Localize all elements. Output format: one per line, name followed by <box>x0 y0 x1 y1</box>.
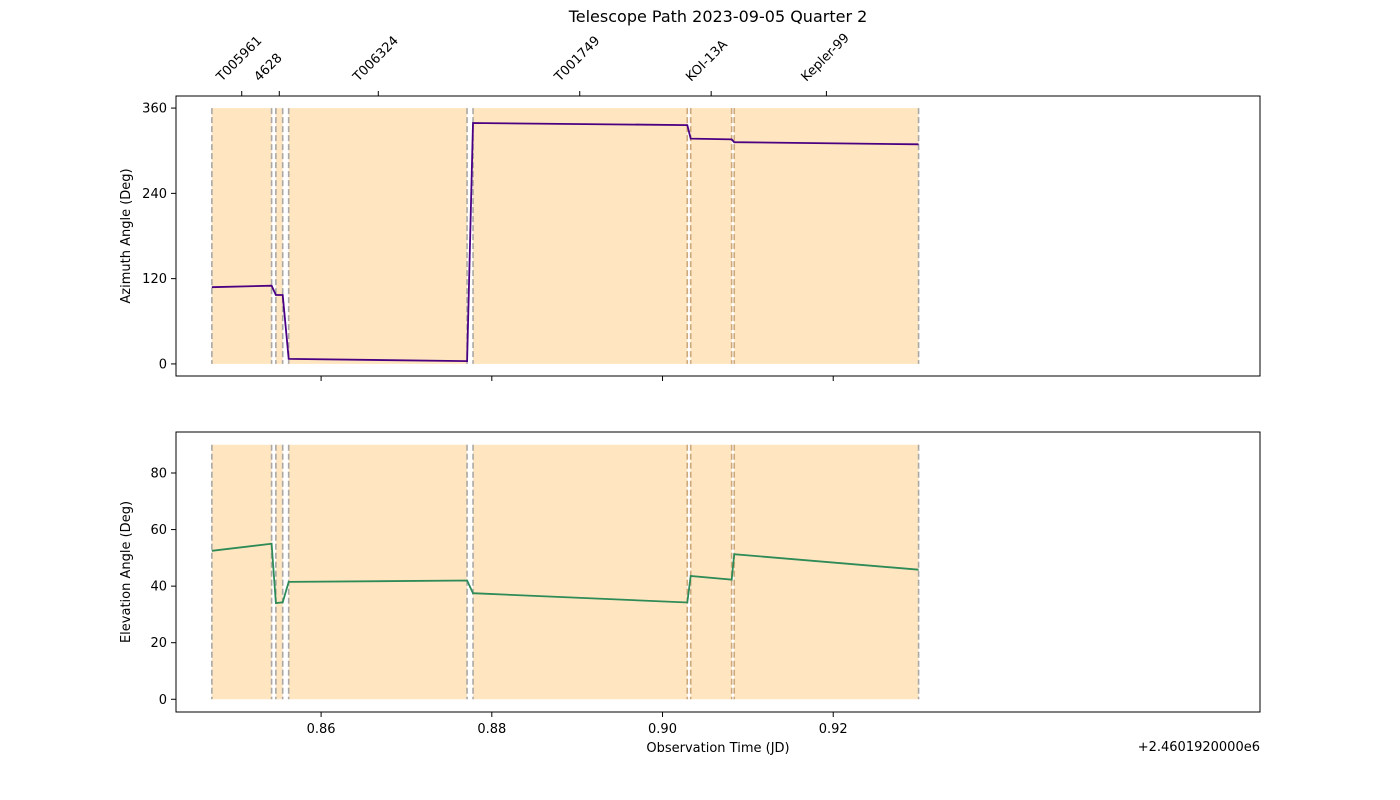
azimuth-plot-frame <box>175 95 1261 377</box>
elevation-y-axis-label: Elevation Angle (Deg) <box>119 501 134 643</box>
y-tick-label: 240 <box>142 187 167 202</box>
observation-window <box>288 444 468 700</box>
x-tick-label: 0.88 <box>477 722 506 737</box>
y-tick-label: 0 <box>159 693 167 708</box>
observation-window <box>288 108 468 364</box>
observation-window <box>734 444 919 700</box>
y-tick-label: 360 <box>142 102 167 117</box>
observation-window <box>275 108 283 364</box>
azimuth-axes: 0 120 240 360 <box>142 102 834 381</box>
observation-window <box>211 444 272 700</box>
azimuth-series <box>211 122 919 363</box>
x-tick-label: 0.90 <box>648 722 677 737</box>
target-label: T001749 <box>551 34 603 86</box>
chart-title: Telescope Path 2023-09-05 Quarter 2 <box>568 7 868 26</box>
observation-window <box>275 444 283 700</box>
y-tick-label: 0 <box>159 357 167 372</box>
observation-window <box>473 444 688 700</box>
azimuth-line <box>211 122 919 363</box>
y-tick-label: 60 <box>150 523 167 538</box>
x-axis-offset-label: +2.4601920000e6 <box>1138 740 1260 755</box>
elevation-observation-windows <box>211 444 919 700</box>
observation-window <box>690 108 732 364</box>
observation-window <box>473 108 688 364</box>
target-label: T006324 <box>350 34 402 86</box>
y-tick-label: 40 <box>150 580 167 595</box>
elevation-axes: 0 20 40 60 80 0.86 0.88 0.90 0.92 <box>150 467 847 737</box>
azimuth-y-axis-label: Azimuth Angle (Deg) <box>119 168 134 303</box>
x-tick-label: 0.92 <box>819 722 848 737</box>
elevation-panel: 0 20 40 60 80 0.86 0.88 0.90 0.92 Elevation Angl… <box>119 431 1261 756</box>
azimuth-window-boundaries <box>211 108 920 364</box>
elevation-plot-frame <box>175 431 1261 713</box>
target-label: KOI-13A <box>683 37 730 84</box>
azimuth-observation-windows <box>211 108 919 364</box>
x-tick-label: 0.86 <box>307 722 336 737</box>
x-axis-label: Observation Time (JD) <box>646 741 789 756</box>
target-label: Kepler-99 <box>799 31 853 85</box>
target-label: 4628 <box>252 51 286 85</box>
elevation-series <box>211 542 919 605</box>
observation-window <box>690 444 732 700</box>
y-tick-label: 80 <box>150 467 167 482</box>
observation-window <box>734 108 919 364</box>
y-tick-label: 20 <box>150 636 167 651</box>
y-tick-label: 120 <box>142 272 167 287</box>
observation-window <box>211 108 272 364</box>
elevation-line <box>211 542 919 605</box>
